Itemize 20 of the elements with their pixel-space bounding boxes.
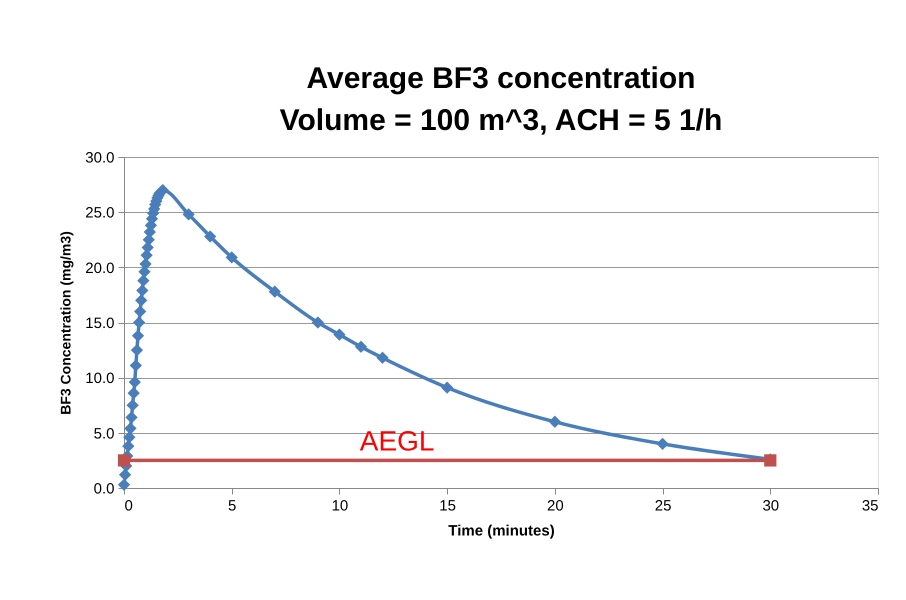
- x-axis-title: Time (minutes): [448, 522, 555, 540]
- y-tick-label: 5.0: [94, 425, 114, 442]
- x-tick-label: 15: [439, 498, 456, 514]
- x-tick-label: 35: [862, 498, 878, 514]
- text: Volume = 100 m^3, ACH = 5 1/h: [280, 104, 722, 137]
- x-tick-label: 25: [654, 498, 672, 514]
- y-tick-label: 30.0: [85, 150, 114, 166]
- x-tick-label: 10: [332, 498, 348, 514]
- y-tick-label: 20.0: [85, 260, 114, 277]
- x-tick-label: 0: [124, 498, 133, 514]
- x-tick-label: 20: [547, 498, 564, 514]
- y-axis-title: BF3 Concentration (mg/m3): [57, 231, 74, 415]
- y-tick-label: 25.0: [85, 204, 114, 222]
- text: Average BF3 concentration: [306, 62, 696, 95]
- x-tick-label: 30: [762, 498, 780, 514]
- y-tick-label: 10.0: [85, 370, 114, 388]
- x-tick-label: 5: [228, 498, 236, 514]
- series-label: AEGL: [360, 425, 434, 456]
- y-tick-label: 15.0: [85, 315, 114, 332]
- y-tick-label: 0.0: [94, 480, 114, 498]
